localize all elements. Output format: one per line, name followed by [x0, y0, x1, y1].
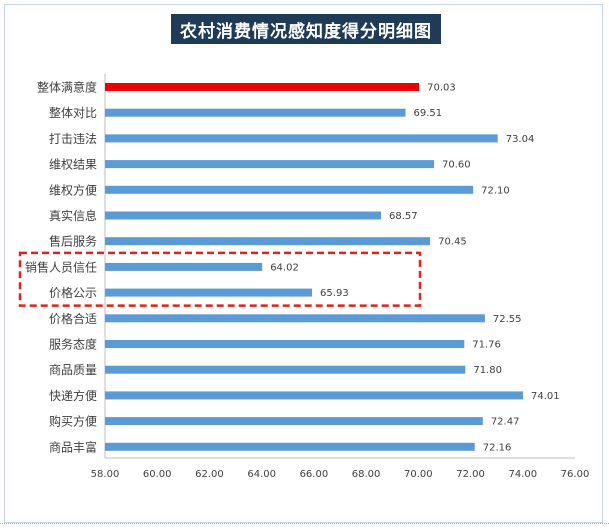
- bar-0: [105, 83, 420, 91]
- category-label-13: 购买方便: [49, 414, 97, 429]
- value-label-1: 69.51: [414, 108, 443, 119]
- value-label-6: 70.45: [438, 237, 467, 248]
- highlight-annotation-box: [18, 251, 422, 307]
- chart-title: 农村消费情况感知度得分明细图: [171, 14, 441, 44]
- value-label-13: 72.47: [491, 417, 520, 428]
- category-label-4: 维权方便: [49, 182, 97, 197]
- value-label-0: 70.03: [427, 83, 456, 94]
- category-label-14: 商品丰富: [49, 439, 97, 454]
- bar-7: [105, 262, 263, 271]
- value-label-4: 72.10: [481, 185, 510, 196]
- value-label-12: 74.01: [531, 391, 560, 402]
- bar-6: [105, 237, 431, 246]
- value-label-3: 70.60: [442, 160, 471, 171]
- category-label-0: 整体满意度: [37, 80, 97, 95]
- category-label-1: 整体对比: [49, 105, 97, 120]
- bar-13: [105, 417, 483, 426]
- category-label-11: 商品质量: [49, 362, 97, 377]
- category-label-7: 销售人员信任: [25, 259, 97, 274]
- x-tick-label-8: 74.00: [508, 469, 537, 480]
- x-tick-label-0: 58.00: [91, 469, 120, 480]
- x-tick-label-5: 68.00: [352, 469, 381, 480]
- category-label-8: 价格公示: [49, 285, 97, 300]
- bar-8: [105, 288, 313, 297]
- x-tick-label-9: 76.00: [561, 469, 590, 480]
- bar-1: [105, 108, 406, 117]
- value-label-8: 65.93: [320, 288, 349, 299]
- category-label-9: 价格合适: [49, 311, 97, 326]
- x-tick-label-1: 60.00: [143, 469, 172, 480]
- x-tick-label-4: 66.00: [300, 469, 329, 480]
- value-label-10: 71.76: [472, 340, 501, 351]
- x-tick-label-3: 64.00: [247, 469, 276, 480]
- bar-2: [105, 134, 498, 143]
- value-label-7: 64.02: [270, 262, 299, 273]
- bar-10: [105, 340, 465, 348]
- bar-14: [105, 442, 475, 451]
- category-label-12: 快递方便: [49, 388, 97, 403]
- category-label-2: 打击违法: [49, 132, 97, 146]
- value-label-11: 71.80: [473, 365, 502, 376]
- bottom-strip: [0, 523, 609, 532]
- category-label-3: 维权结果: [49, 158, 97, 172]
- value-label-9: 72.55: [493, 314, 522, 325]
- bar-11: [105, 365, 466, 374]
- value-label-5: 68.57: [389, 211, 418, 222]
- bar-3: [105, 160, 434, 169]
- x-tick-label-6: 70.00: [404, 469, 433, 480]
- x-tick-label-2: 62.00: [195, 469, 224, 480]
- bar-4: [105, 185, 474, 194]
- category-label-10: 服务态度: [49, 337, 97, 352]
- value-label-14: 72.16: [483, 442, 512, 453]
- category-label-5: 真实信息: [49, 208, 97, 223]
- value-label-2: 73.04: [506, 134, 535, 145]
- x-tick-label-7: 72.00: [456, 469, 485, 480]
- bar-9: [105, 314, 485, 323]
- bar-5: [105, 211, 381, 220]
- bar-12: [105, 391, 524, 400]
- category-label-6: 售后服务: [49, 234, 97, 249]
